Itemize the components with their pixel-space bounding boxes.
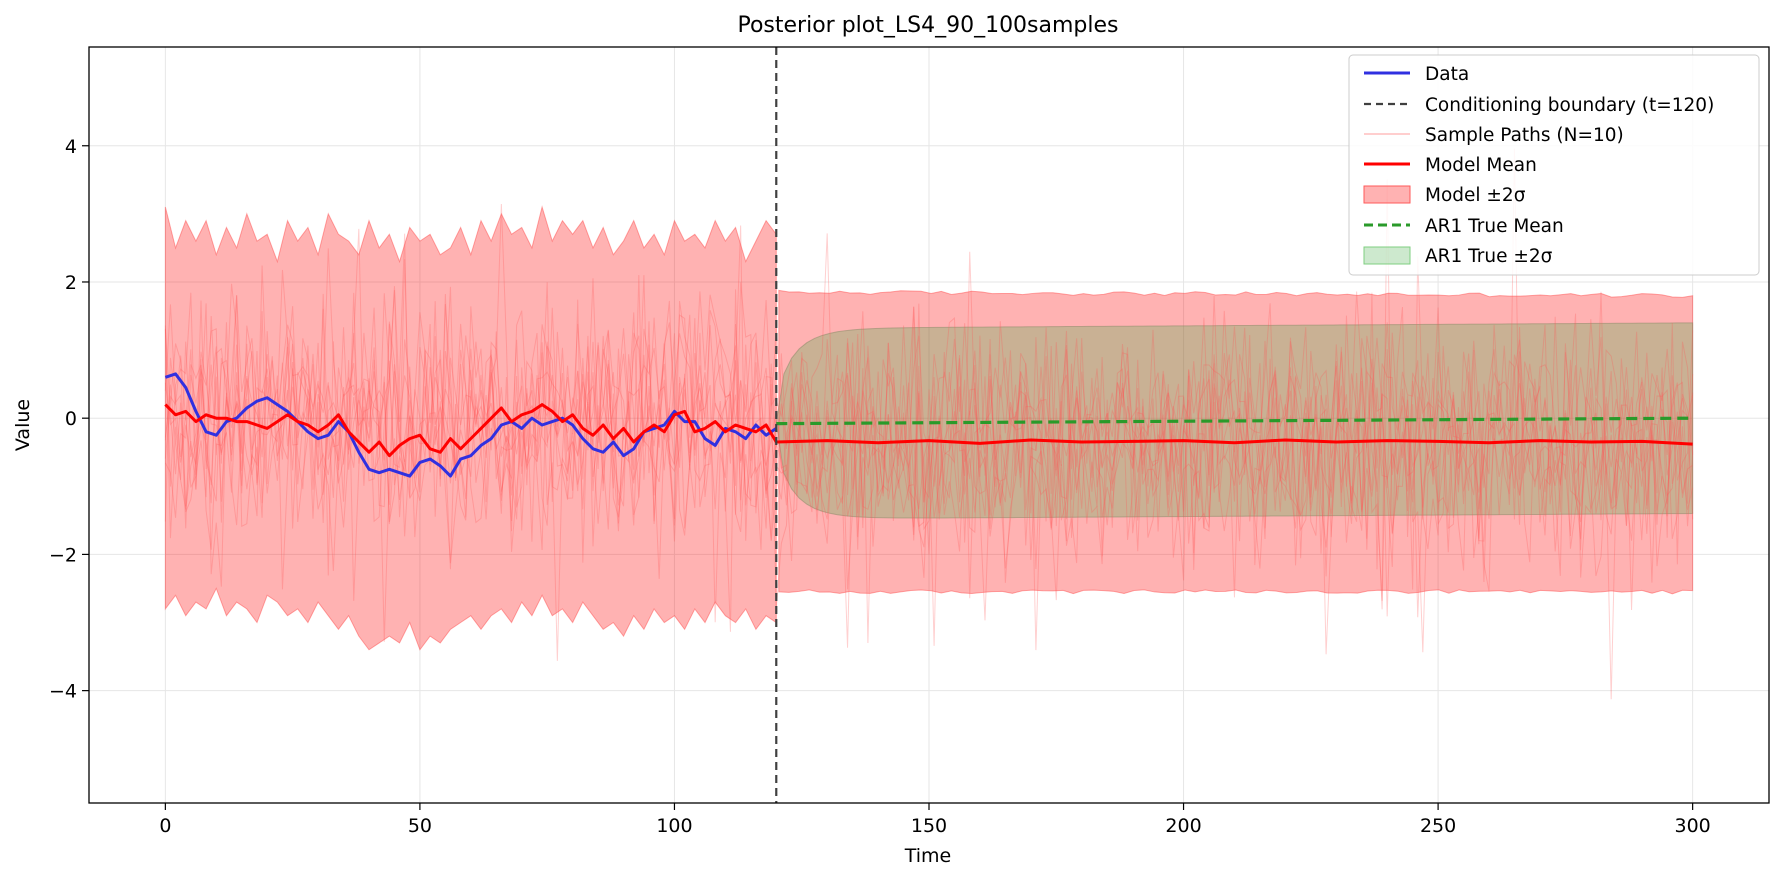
y-tick-label: −4 — [49, 681, 77, 703]
legend: Data Conditioning boundary (t=120) Sampl… — [1349, 55, 1759, 275]
x-tick-label: 200 — [1165, 815, 1201, 837]
x-tick-label: 0 — [159, 815, 171, 837]
x-axis-label: Time — [904, 845, 952, 867]
model-band-pre — [165, 207, 776, 650]
legend-box — [1349, 55, 1759, 275]
legend-data-label: Data — [1425, 64, 1469, 85]
legend-model-mean-label: Model Mean — [1425, 155, 1537, 176]
y-tick-label: 2 — [65, 272, 77, 294]
x-axis-ticks: 0 50 100 150 200 250 300 — [159, 803, 1710, 837]
y-tick-label: 0 — [65, 408, 77, 430]
legend-ar1-band-swatch — [1364, 247, 1410, 264]
legend-model-band-label: Model ±2σ — [1425, 185, 1526, 206]
legend-ar1-band-label: AR1 True ±2σ — [1425, 246, 1553, 267]
y-axis-label: Value — [12, 399, 34, 451]
x-tick-label: 250 — [1420, 815, 1456, 837]
chart-title: Posterior plot_LS4_90_100samples — [737, 13, 1118, 38]
x-tick-label: 150 — [911, 815, 947, 837]
x-tick-label: 100 — [656, 815, 692, 837]
x-tick-label: 300 — [1675, 815, 1711, 837]
x-tick-label: 50 — [408, 815, 432, 837]
y-tick-label: −2 — [49, 544, 77, 566]
y-tick-label: 4 — [65, 136, 77, 158]
legend-model-band-swatch — [1364, 186, 1410, 203]
legend-ar1-mean-label: AR1 True Mean — [1425, 216, 1564, 237]
legend-samples-label: Sample Paths (N=10) — [1425, 125, 1624, 146]
y-axis-ticks: −4 −2 0 2 4 — [49, 136, 89, 703]
legend-boundary-label: Conditioning boundary (t=120) — [1425, 95, 1714, 116]
